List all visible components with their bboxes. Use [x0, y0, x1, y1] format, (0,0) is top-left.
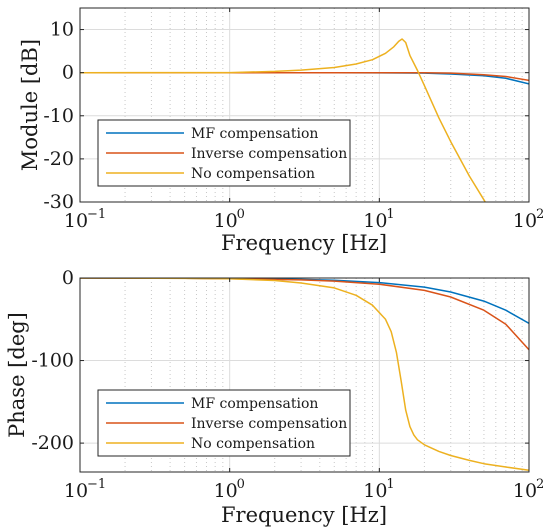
x-axis-label: Frequency [Hz]	[221, 231, 387, 255]
y-tick-label: -10	[43, 105, 74, 127]
x-tick-label: 100	[214, 207, 245, 232]
legend-label: No compensation	[191, 436, 315, 452]
y-tick-label: -20	[43, 148, 74, 170]
x-tick-exponent: 0	[237, 207, 245, 222]
y-tick-label: -30	[43, 191, 74, 213]
x-tick-exponent: 2	[536, 207, 544, 222]
x-tick-exponent: 1	[386, 207, 394, 222]
series-line-2	[80, 38, 487, 202]
x-tick-base: 10	[214, 480, 238, 502]
legend-entry: MF compensation	[106, 396, 318, 412]
legend-label: Inverse compensation	[191, 416, 347, 432]
y-axis-label: Module [dB]	[18, 39, 42, 171]
legend-label: MF compensation	[191, 126, 318, 142]
x-tick-exponent: 0	[237, 477, 245, 492]
x-tick-base: 10	[513, 480, 537, 502]
x-tick-base: 10	[64, 480, 88, 502]
x-tick-base: 10	[513, 210, 537, 232]
axes-frame	[79, 7, 530, 203]
series-line-1	[80, 71, 529, 82]
x-tick-label: 100	[214, 477, 245, 502]
series-lines	[80, 38, 529, 202]
x-tick-exponent: 2	[536, 477, 544, 492]
y-tick-label: -200	[31, 432, 74, 454]
legend-entry: MF compensation	[106, 126, 318, 142]
x-tick-base: 10	[363, 210, 387, 232]
x-tick-label: 101	[363, 477, 394, 502]
x-tick-exponent: −1	[87, 207, 106, 222]
legend-entry: Inverse compensation	[106, 416, 347, 432]
x-tick-label: 102	[513, 477, 544, 502]
y-axis-label: Phase [deg]	[5, 312, 29, 438]
axes-frame	[79, 277, 530, 473]
x-tick-base: 10	[214, 210, 238, 232]
y-tick-label: 0	[62, 62, 74, 84]
y-tick-label: -100	[31, 350, 74, 372]
series-line-2	[80, 278, 529, 472]
legend-label: No compensation	[191, 166, 315, 182]
x-axis-label: Frequency [Hz]	[221, 503, 387, 527]
legend-entry: No compensation	[106, 436, 315, 452]
legend-label: MF compensation	[191, 396, 318, 412]
x-tick-label: 102	[513, 207, 544, 232]
x-tick-label: 101	[363, 207, 394, 232]
legend: MF compensation Inverse compensation No co…	[97, 389, 351, 457]
x-tick-label: 10−1	[64, 207, 106, 232]
x-tick-exponent: −1	[87, 477, 106, 492]
x-tick-exponent: 1	[386, 477, 394, 492]
x-tick-label: 10−1	[64, 477, 106, 502]
legend-entry: Inverse compensation	[106, 146, 347, 162]
y-tick-label: 10	[50, 19, 74, 41]
x-tick-base: 10	[64, 210, 88, 232]
y-tick-label: 0	[62, 267, 74, 289]
legend-label: Inverse compensation	[191, 146, 347, 162]
legend-entry: No compensation	[106, 166, 315, 182]
x-tick-base: 10	[363, 480, 387, 502]
legend: MF compensation Inverse compensation No co…	[97, 119, 351, 187]
